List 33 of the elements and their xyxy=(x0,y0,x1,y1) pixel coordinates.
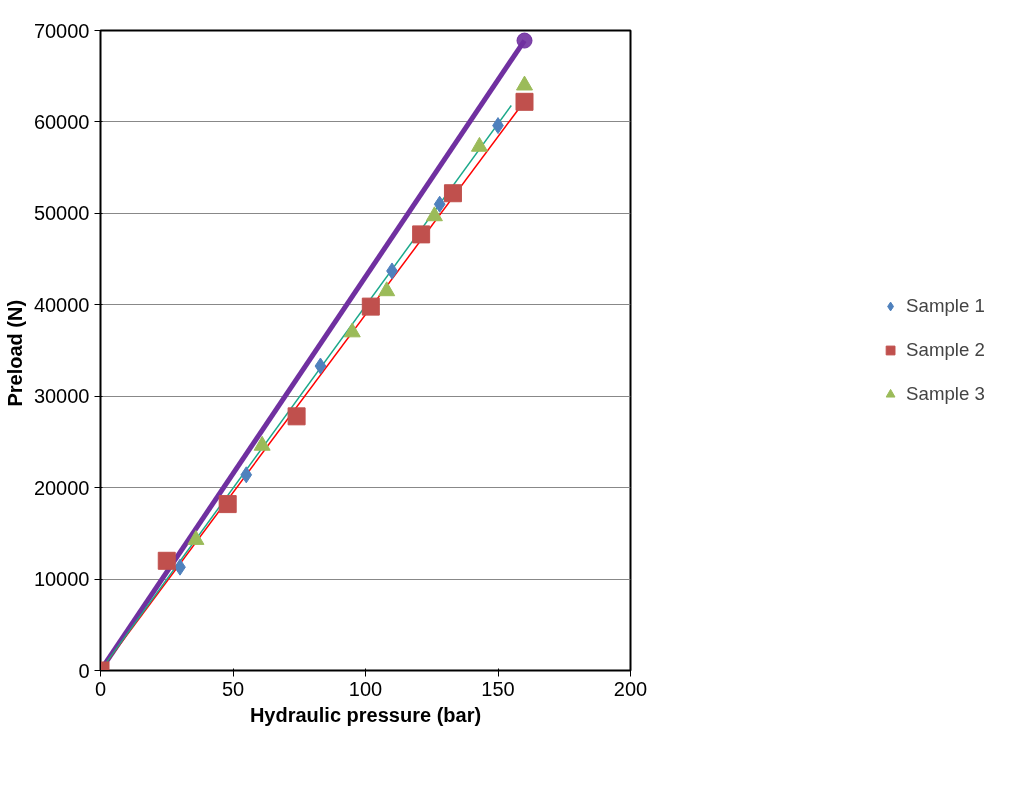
point xyxy=(287,407,306,426)
y-tick-label: 0 xyxy=(78,659,90,682)
x-tick-label: 100 xyxy=(348,677,383,700)
y-axis-title: Preload (N) xyxy=(3,299,26,407)
point xyxy=(240,466,253,484)
point xyxy=(378,281,396,297)
y-tick-label: 60000 xyxy=(33,110,90,133)
point xyxy=(443,184,462,203)
point xyxy=(314,357,327,375)
y-tick-label: 20000 xyxy=(33,476,90,499)
x-tick-label: 50 xyxy=(221,677,245,700)
point xyxy=(516,32,533,49)
point xyxy=(361,297,380,316)
point xyxy=(157,551,176,570)
x-tick-label: 150 xyxy=(481,677,515,700)
point xyxy=(425,206,443,222)
legend-label: Sample 2 xyxy=(906,339,985,361)
y-tick-label: 30000 xyxy=(33,385,90,408)
y-tick-label: 70000 xyxy=(33,19,90,42)
point xyxy=(433,195,446,213)
point xyxy=(515,92,534,111)
legend-label: Sample 1 xyxy=(906,295,985,317)
point xyxy=(187,530,205,545)
y-tick-label: 40000 xyxy=(33,293,90,316)
legend-label: Sample 3 xyxy=(906,383,985,405)
point xyxy=(343,322,361,338)
point xyxy=(218,495,237,514)
y-tick-label: 10000 xyxy=(33,568,90,591)
x-tick-label: 200 xyxy=(613,677,648,700)
x-tick-label: 0 xyxy=(94,677,107,700)
y-tick-label: 50000 xyxy=(33,202,90,225)
point xyxy=(412,225,431,244)
x-axis-title: Hydraulic pressure (bar) xyxy=(249,703,482,726)
